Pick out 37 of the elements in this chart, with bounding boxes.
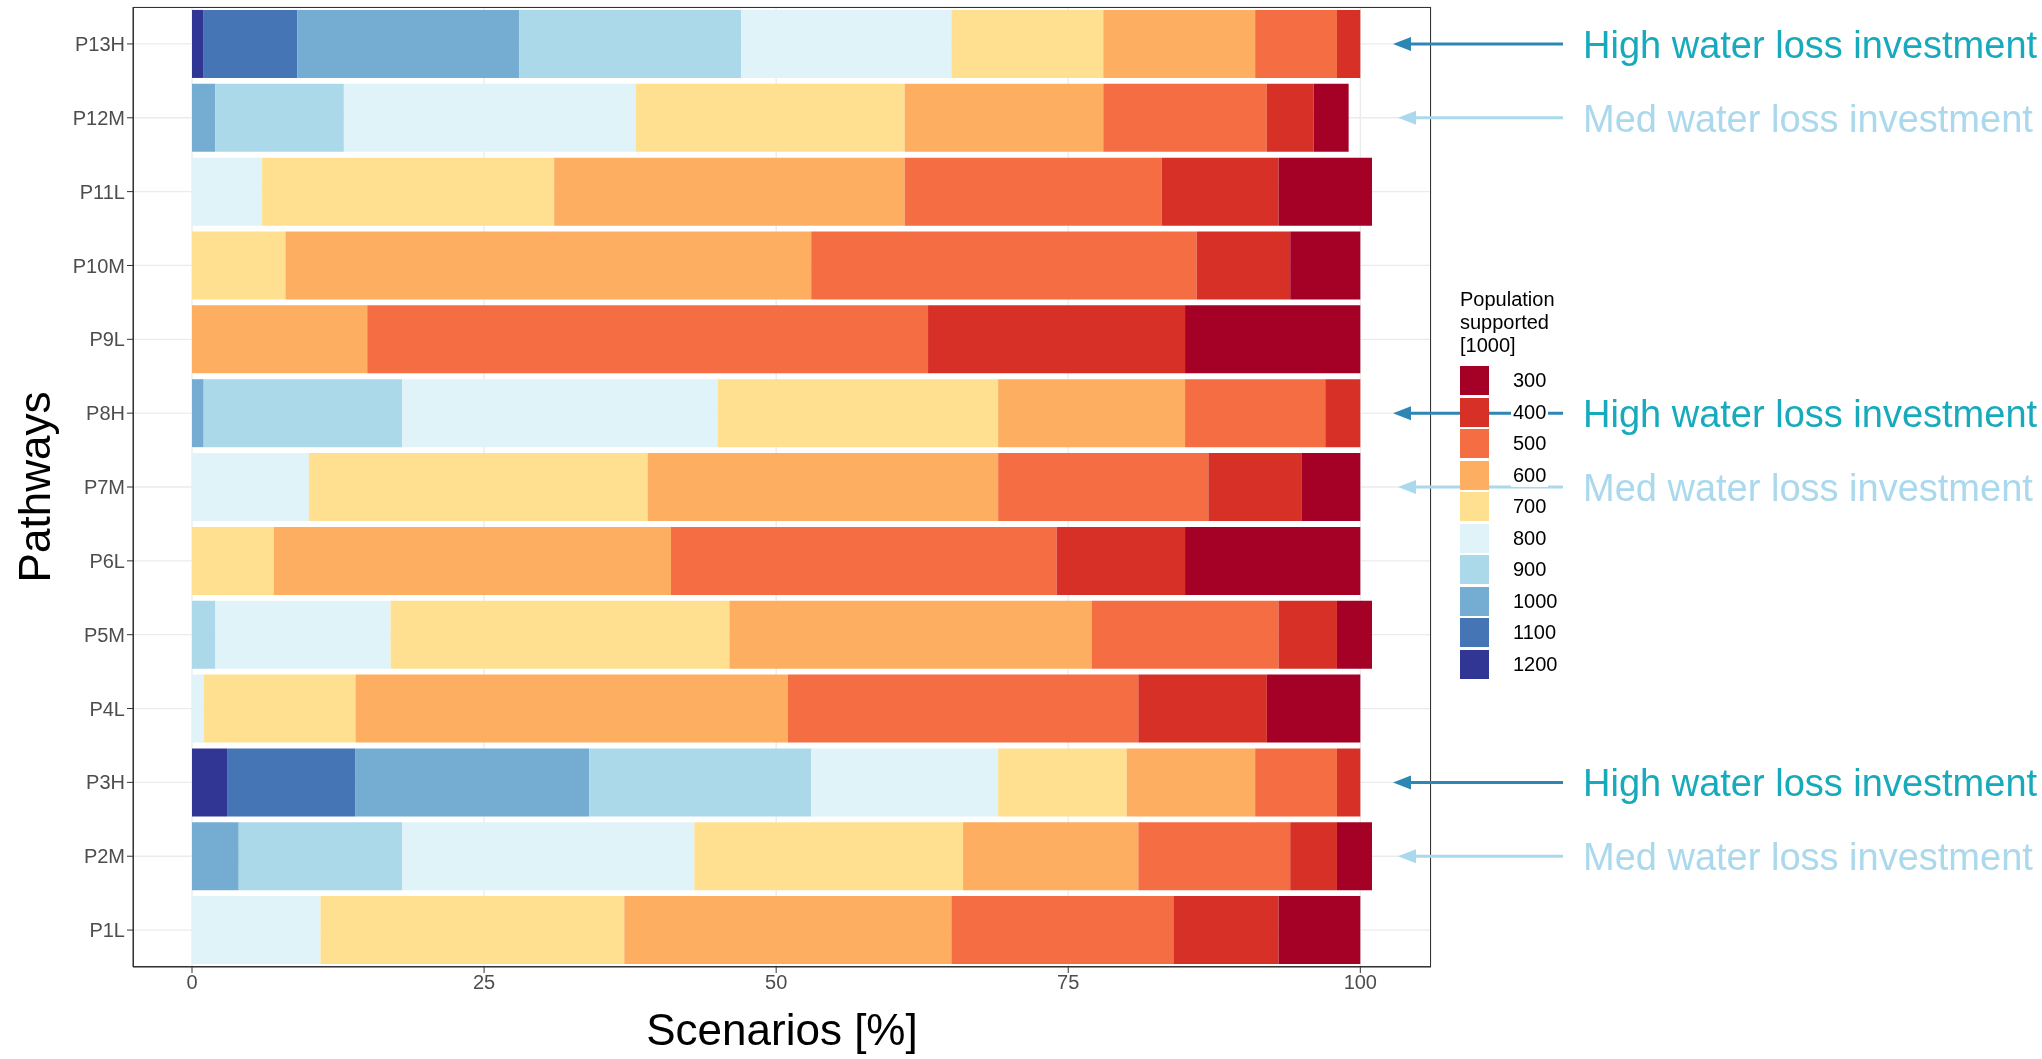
y-tick-label: P5M <box>83 623 125 646</box>
x-tick-label: 50 <box>765 971 788 994</box>
legend-label: 500 <box>1511 432 1549 456</box>
text: Med water loss investment <box>1583 836 2034 879</box>
y-axis-title: Pathways <box>9 391 59 583</box>
legend-label: 700 <box>1511 495 1549 519</box>
legend-title: Population supported [1000] <box>1460 288 1556 357</box>
legend-label: 900 <box>1511 558 1549 582</box>
y-tick-label: P9L <box>89 328 125 351</box>
y-tick-label: P13H <box>74 33 125 56</box>
y-tick-label: P8H <box>86 402 125 425</box>
text: Med water loss investment <box>1583 467 2034 509</box>
y-tick-label: P6L <box>89 549 125 572</box>
text: Med water loss investment <box>1583 97 2034 140</box>
y-tick-label: P11L <box>79 180 125 203</box>
x-tick-label: 0 <box>186 971 198 994</box>
legend-label: 1200 <box>1511 652 1560 676</box>
x-axis-title: Scenarios [%] <box>646 1005 918 1054</box>
y-tick-label: P3H <box>86 771 125 794</box>
legend-label: 300 <box>1511 369 1549 393</box>
legend-label: 400 <box>1511 400 1549 424</box>
x-tick-label: 75 <box>1057 971 1080 994</box>
text: High water loss investment <box>1583 23 2038 66</box>
y-tick-label: P4L <box>89 697 125 720</box>
y-tick-label: P12M <box>72 106 125 129</box>
x-tick-label: 25 <box>472 971 496 994</box>
x-tick-label: 100 <box>1343 971 1377 994</box>
y-tick-label: P1L <box>89 919 125 942</box>
legend-label: 800 <box>1511 526 1549 550</box>
y-tick-label: P2M <box>83 845 125 868</box>
legend-label: 600 <box>1511 463 1549 487</box>
y-tick-label: P10M <box>72 254 125 277</box>
y-tick-label: P7M <box>83 476 125 499</box>
legend-label: 1100 <box>1511 621 1559 645</box>
text: High water loss investment <box>1583 393 2038 436</box>
text: High water loss investment <box>1583 762 2038 805</box>
legend-label: 1000 <box>1511 589 1560 613</box>
